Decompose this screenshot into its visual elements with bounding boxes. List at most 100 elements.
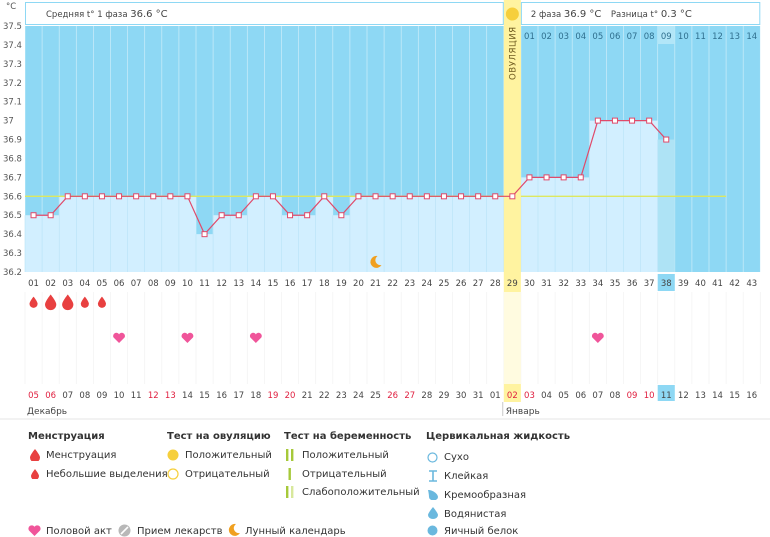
- temperature-point: [594, 117, 601, 124]
- cycle-day-label: 33: [575, 279, 586, 289]
- cycle-day-label: 36: [627, 279, 638, 289]
- current-day-highlight: [657, 274, 675, 291]
- phase2-day-label: 01: [524, 32, 535, 42]
- menstruation-drop: [45, 294, 57, 311]
- calendar-date-label: 10: [114, 391, 125, 401]
- phase2-current-day: [657, 26, 675, 44]
- temperature-point: [235, 212, 242, 219]
- phase2-day-label: 08: [644, 32, 655, 42]
- dry-icon: [427, 452, 438, 463]
- legend-pregnancy-test-item: Положительный: [302, 450, 389, 461]
- cycle-day-label: 43: [746, 279, 757, 289]
- temp-bar: [349, 196, 367, 272]
- temp-bar: [657, 139, 675, 272]
- ovulation-calendar-strip: [503, 384, 521, 402]
- temperature-point: [509, 193, 516, 200]
- calendar-date-label: 01: [490, 391, 501, 401]
- temperature-point: [116, 193, 123, 200]
- small-drop-icon: [31, 469, 39, 479]
- calendar-date-label: 16: [746, 391, 757, 401]
- calendar-date-label: 14: [712, 391, 723, 401]
- diff-text: Разница t° 0.3 °C: [611, 9, 692, 20]
- pregnancy-positive-icon: [286, 449, 294, 461]
- pregnancy-weak-icon: [286, 486, 294, 498]
- cycle-day-label: 13: [233, 279, 244, 289]
- temp-bar: [418, 196, 436, 272]
- phase2-day-label: 09: [661, 32, 672, 42]
- phase2-day-label: 07: [627, 32, 638, 42]
- calendar-date-label: 08: [610, 391, 621, 401]
- cycle-day-label: 23: [404, 279, 415, 289]
- temp-bar: [144, 196, 162, 272]
- temperature-point: [287, 212, 294, 219]
- cycle-day-label: 35: [610, 279, 621, 289]
- cycle-day-label: 09: [165, 279, 176, 289]
- cycle-day-label: 32: [558, 279, 569, 289]
- legend-cervical-item: Кремообразная: [444, 490, 527, 501]
- calendar-date-label: 28: [421, 391, 432, 401]
- cycle-day-label: 20: [353, 279, 364, 289]
- temp-bar: [59, 196, 77, 272]
- cycle-day-label: 05: [97, 279, 108, 289]
- temperature-point: [338, 212, 345, 219]
- y-axis-label: °C: [6, 2, 16, 12]
- calendar-date-label: 18: [250, 391, 261, 401]
- temperature-point: [269, 193, 276, 200]
- temp-bar: [76, 196, 94, 272]
- temperature-point: [629, 117, 636, 124]
- cycle-day-label: 01: [28, 279, 39, 289]
- temp-bar: [538, 177, 556, 272]
- intercourse-heart: [113, 332, 125, 343]
- temp-bar: [367, 196, 385, 272]
- temperature-point: [458, 193, 465, 200]
- phase2-day-label: 10: [678, 32, 689, 42]
- temperature-point: [30, 212, 37, 219]
- cycle-day-label: 14: [250, 279, 261, 289]
- temp-bar: [469, 196, 487, 272]
- cycle-day-label: 02: [45, 279, 56, 289]
- ovulation-positive-icon: [167, 449, 179, 461]
- small-menstruation-drop: [29, 296, 38, 308]
- cycle-day-axis: 01 02 03 04 05 06 07 08 09 10 11 12 13 14 15 16 17 18 19 20…: [25, 272, 761, 292]
- calendar-date-label: 07: [592, 391, 603, 401]
- cycle-day-label: 19: [336, 279, 347, 289]
- menstruation-drop: [62, 294, 74, 311]
- intercourse-heart: [249, 332, 262, 343]
- temp-bar: [264, 196, 282, 272]
- temperature-point: [98, 193, 105, 200]
- temperature-point: [440, 193, 447, 200]
- temperature-point: [560, 174, 567, 181]
- calendar-date-label: 11: [661, 391, 672, 401]
- temperature-point: [304, 212, 311, 219]
- temp-bar: [452, 196, 470, 272]
- temp-bar: [42, 215, 60, 272]
- calendar-date-label: 22: [319, 391, 330, 401]
- calendar-date-label: 13: [695, 391, 706, 401]
- cycle-day-label: 10: [182, 279, 193, 289]
- calendar-strip: [25, 384, 761, 402]
- month-label: Декабрь: [27, 407, 67, 417]
- legend-pregnancy-test-item: Отрицательный: [302, 469, 387, 480]
- calendar-date-label: 25: [370, 391, 381, 401]
- temperature-point: [150, 193, 157, 200]
- temp-bar: [520, 177, 538, 272]
- cycle-day-label: 17: [302, 279, 313, 289]
- cycle-day-label: 31: [541, 279, 552, 289]
- cycle-day-label: 25: [439, 279, 450, 289]
- temp-bar: [572, 177, 590, 272]
- temperature-point: [423, 193, 430, 200]
- cycle-day-label: 37: [644, 279, 655, 289]
- temp-bar: [127, 196, 145, 272]
- legend-medication: Прием лекарств: [137, 526, 223, 537]
- cycle-day-label: 40: [695, 279, 706, 289]
- month-label: Январь: [506, 407, 540, 417]
- sticky-icon: [429, 470, 437, 482]
- legend-pregnancy-test-title: Тест на беременность: [284, 431, 412, 442]
- cycle-day-label: 07: [131, 279, 142, 289]
- temp-bar: [247, 196, 265, 272]
- calendar-date-label: 17: [233, 391, 244, 401]
- temperature-point: [389, 193, 396, 200]
- legend-pregnancy-test-item: Слабоположительный: [302, 487, 420, 498]
- creamy-icon: [428, 490, 438, 500]
- temperature-point: [646, 117, 653, 124]
